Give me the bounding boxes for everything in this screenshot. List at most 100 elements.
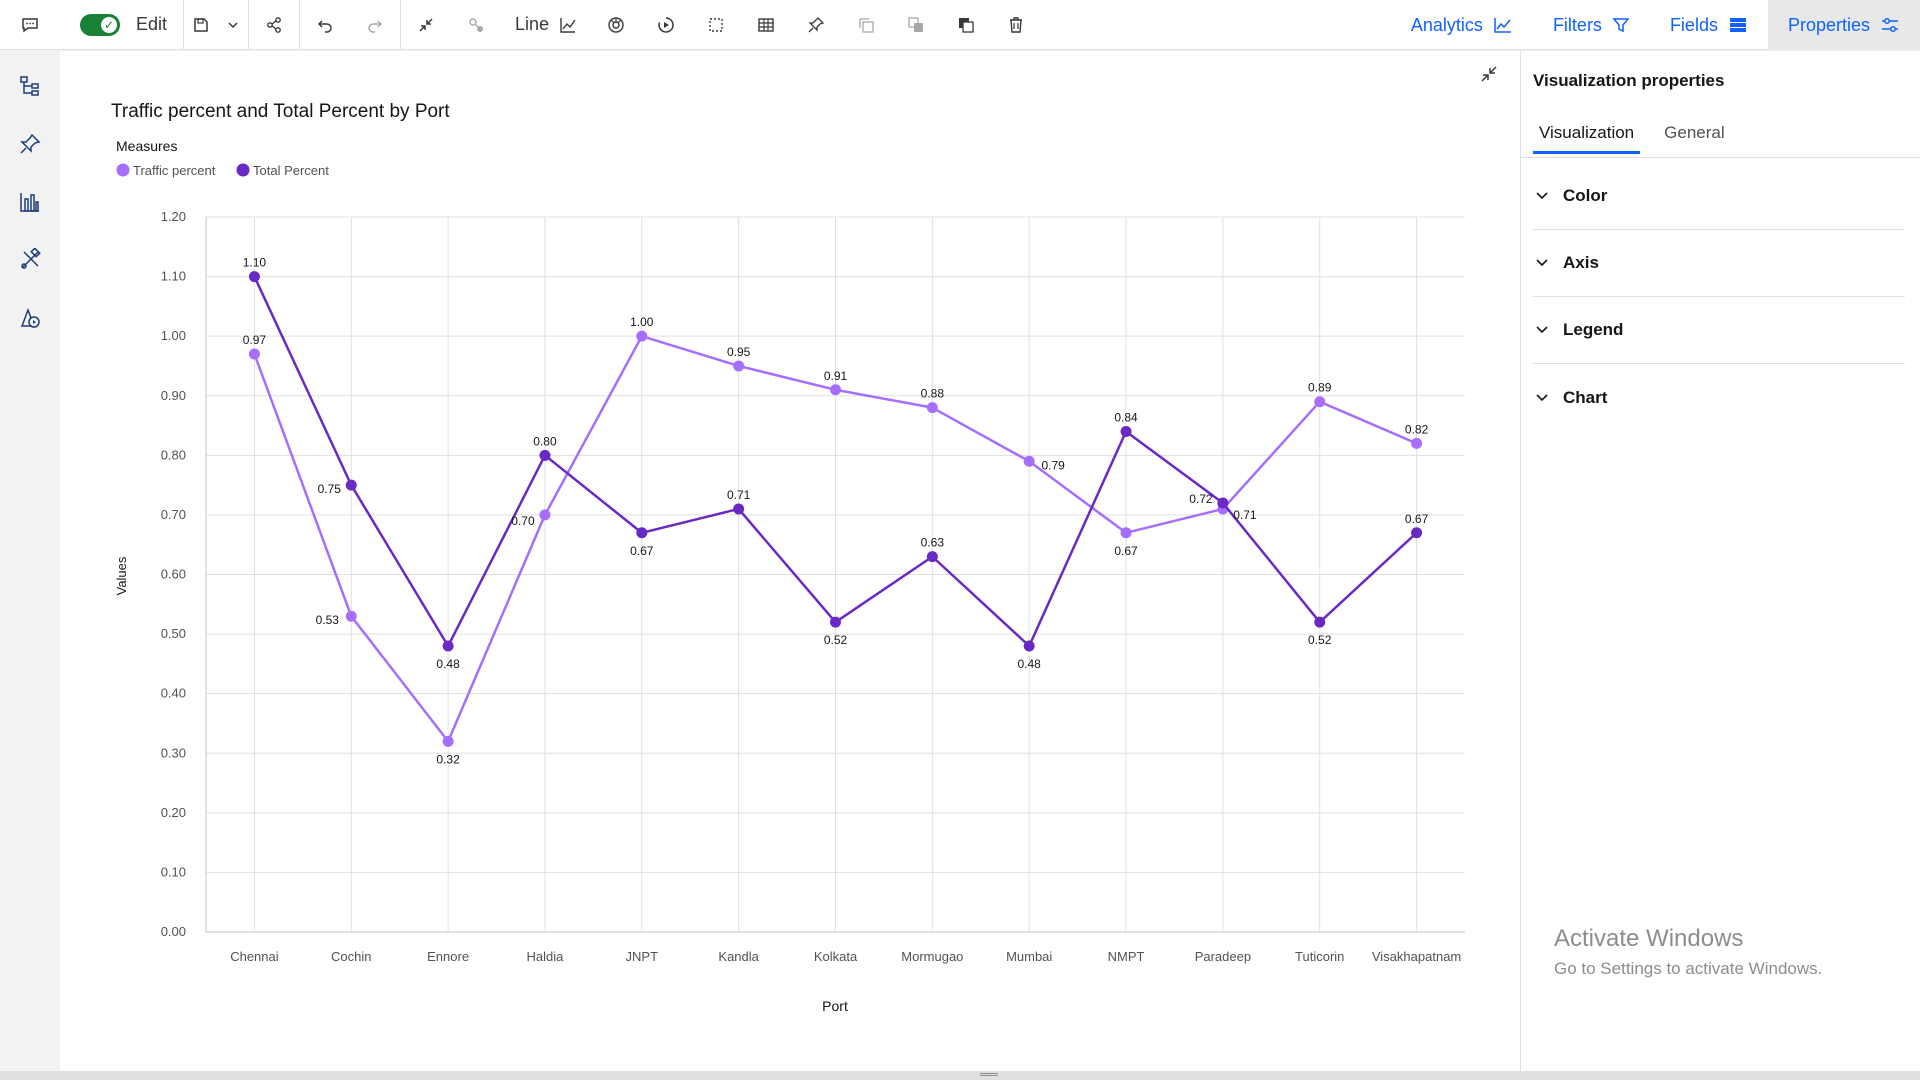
save-menu-button[interactable] xyxy=(218,0,248,50)
x-tick-label: Paradeep xyxy=(1195,949,1251,964)
animate-button[interactable] xyxy=(641,0,691,50)
sidebar-item-pins[interactable] xyxy=(0,115,60,173)
legend-title: Measures xyxy=(116,138,177,154)
data-point xyxy=(1411,437,1423,449)
table-button[interactable] xyxy=(741,0,791,50)
y-tick-label: 1.00 xyxy=(161,328,186,343)
layer-front-icon xyxy=(908,16,924,32)
layer-back-icon xyxy=(959,17,974,33)
bar-chart-icon xyxy=(20,193,39,212)
data-point xyxy=(1217,497,1229,509)
toolbar: ✓ Edit Line xyxy=(0,0,1920,50)
legend-label: Traffic percent xyxy=(133,163,216,178)
x-tick-label: Tuticorin xyxy=(1295,949,1344,964)
comment-button[interactable] xyxy=(10,0,50,50)
watermark-subtitle: Go to Settings to activate Windows. xyxy=(1554,959,1823,978)
data-point xyxy=(1314,396,1326,408)
edit-label: Edit xyxy=(136,14,168,34)
x-tick-label: Mumbai xyxy=(1006,949,1052,964)
data-label: 0.70 xyxy=(511,514,535,528)
copy-button[interactable] xyxy=(841,0,891,50)
data-label: 0.67 xyxy=(1405,512,1429,526)
shapes-media-icon xyxy=(20,307,40,328)
data-fields-icon xyxy=(1729,18,1746,32)
select-button[interactable] xyxy=(691,0,741,50)
exit-focus-button[interactable] xyxy=(1476,61,1502,87)
data-point xyxy=(442,735,454,747)
y-tick-label: 0.60 xyxy=(161,567,186,582)
y-tick-label: 0.20 xyxy=(161,805,186,820)
data-point xyxy=(1023,640,1035,652)
pin-button[interactable] xyxy=(791,0,841,50)
section-axis[interactable]: Axis xyxy=(1533,230,1905,297)
section-chart[interactable]: Chart xyxy=(1533,364,1905,431)
chart-canvas[interactable]: Traffic percent and Total Percent by Por… xyxy=(60,51,1520,1071)
tab-properties[interactable]: Properties xyxy=(1767,0,1920,50)
resize-handle[interactable] xyxy=(980,1073,998,1076)
sidebar-item-media[interactable] xyxy=(0,289,60,347)
data-point xyxy=(926,402,938,414)
data-label: 0.82 xyxy=(1405,422,1429,436)
tab-analytics-label: Analytics xyxy=(1410,14,1483,35)
tab-general[interactable]: General xyxy=(1664,123,1725,142)
data-label: 1.10 xyxy=(243,256,267,270)
save-button[interactable] xyxy=(184,0,218,50)
pin-icon xyxy=(808,16,825,32)
data-label: 0.48 xyxy=(436,657,460,671)
panel-title: Visualization properties xyxy=(1533,71,1725,90)
data-point xyxy=(248,271,260,283)
line-chart[interactable]: Traffic percent and Total Percent by Por… xyxy=(60,51,1520,1071)
style-button[interactable] xyxy=(591,0,641,50)
y-axis: 0.00 0.10 0.20 0.30 0.40 0.50 0.60 0.70 0.80 0.90… xyxy=(161,209,186,939)
data-label: 0.75 xyxy=(318,482,342,496)
collapse-button[interactable] xyxy=(401,0,451,50)
y-tick-label: 0.40 xyxy=(161,686,186,701)
data-point xyxy=(830,384,841,396)
sidebar-item-navigation[interactable] xyxy=(0,57,60,115)
redo-button[interactable] xyxy=(350,0,400,50)
redo-icon xyxy=(368,19,383,33)
marquee-icon xyxy=(709,17,723,32)
x-tick-label: Chennai xyxy=(230,949,279,964)
data-label: 0.84 xyxy=(1114,411,1138,425)
properties-panel: Visualization properties Visualization G… xyxy=(1520,51,1920,1071)
tab-divider xyxy=(1521,157,1920,158)
tab-filters-label: Filters xyxy=(1552,14,1602,35)
data-label: 0.79 xyxy=(1042,458,1066,472)
y-tick-label: 0.10 xyxy=(161,864,186,879)
section-color[interactable]: Color xyxy=(1533,163,1905,230)
sidebar-item-widgets[interactable] xyxy=(0,231,60,289)
legend-label: Total Percent xyxy=(253,163,329,178)
delete-button[interactable] xyxy=(991,0,1041,50)
undo-button[interactable] xyxy=(300,0,350,50)
trash-icon xyxy=(1010,16,1023,33)
data-point xyxy=(1120,527,1132,539)
tab-fields[interactable]: Fields xyxy=(1650,0,1768,50)
bottom-bar xyxy=(0,1071,1920,1080)
tab-visualization[interactable]: Visualization xyxy=(1533,123,1641,154)
data-label: 0.91 xyxy=(824,369,848,383)
copy-icon xyxy=(859,17,874,33)
y-axis-label: Values xyxy=(114,556,129,595)
sidebar-item-visualizations[interactable] xyxy=(0,173,60,231)
data-point xyxy=(636,330,648,342)
y-tick-label: 0.90 xyxy=(161,388,186,403)
send-backward-button[interactable] xyxy=(941,0,991,50)
relationship-button[interactable] xyxy=(451,0,501,50)
legend-swatch xyxy=(236,163,250,177)
share-icon xyxy=(267,16,281,33)
x-tick-label: Kolkata xyxy=(814,949,858,964)
chart-type-button[interactable]: Line xyxy=(501,0,591,50)
section-legend[interactable]: Legend xyxy=(1533,297,1905,364)
relationship-icon xyxy=(469,17,484,32)
legend: Traffic percent Total Percent xyxy=(116,163,329,178)
check-icon: ✓ xyxy=(103,17,114,32)
share-button[interactable] xyxy=(249,0,299,50)
x-tick-label: Cochin xyxy=(331,949,371,964)
data-label: 0.95 xyxy=(727,345,751,359)
edit-toggle[interactable]: ✓ xyxy=(80,13,120,36)
tab-filters[interactable]: Filters xyxy=(1533,0,1650,50)
bring-forward-button[interactable] xyxy=(891,0,941,50)
tab-analytics[interactable]: Analytics xyxy=(1391,0,1533,50)
data-label: 0.72 xyxy=(1189,492,1213,506)
